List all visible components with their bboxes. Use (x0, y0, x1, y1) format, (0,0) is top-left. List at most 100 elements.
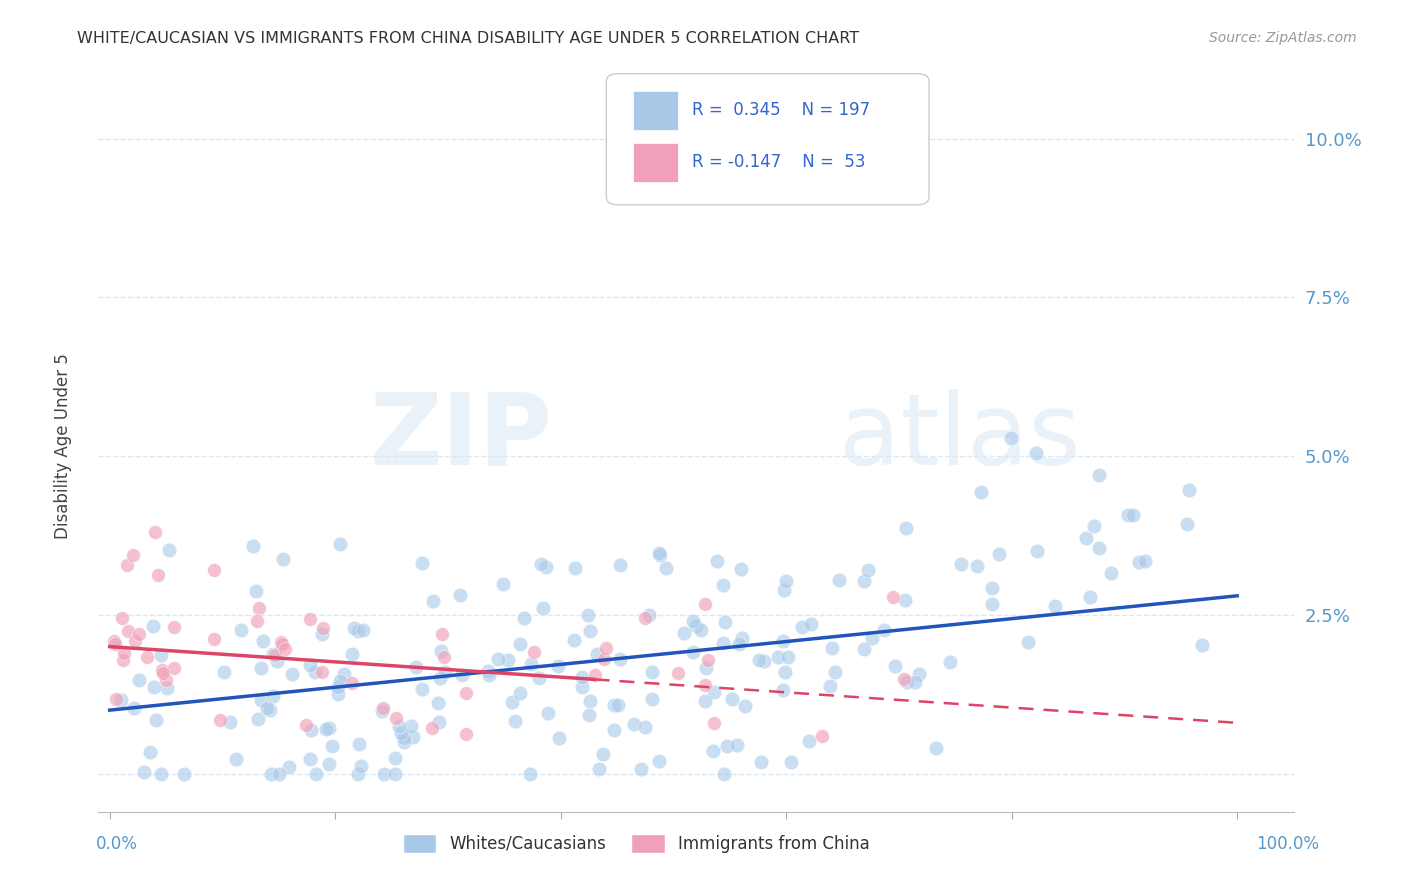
Point (315, 722, 337, 736)
Point (124, 633, 146, 648)
Point (775, 574, 797, 589)
Point (713, 766, 735, 780)
Point (157, 542, 180, 557)
Point (136, 650, 159, 665)
Legend: Whites/Caucasians, Immigrants from China: Whites/Caucasians, Immigrants from China (396, 827, 876, 860)
Point (987, 547, 1010, 561)
Point (595, 641, 617, 656)
Point (578, 694, 600, 708)
Point (450, 667, 472, 681)
Point (509, 637, 531, 651)
Point (143, 680, 166, 694)
Point (579, 624, 602, 638)
Point (384, 750, 406, 764)
Point (411, 682, 433, 697)
Point (128, 673, 150, 687)
Point (342, 676, 364, 690)
Point (734, 699, 756, 714)
Point (682, 645, 704, 659)
Point (711, 578, 734, 592)
Point (695, 597, 717, 611)
Point (155, 673, 177, 687)
Point (429, 672, 451, 686)
Point (1080, 590, 1102, 604)
Point (970, 484, 993, 499)
Point (790, 620, 813, 634)
Point (562, 633, 585, 648)
Point (433, 649, 456, 664)
Point (218, 715, 240, 730)
Point (318, 721, 340, 735)
Point (603, 723, 626, 738)
Point (385, 710, 408, 724)
Point (702, 744, 724, 758)
Point (530, 557, 553, 571)
Point (270, 637, 292, 651)
Point (1043, 599, 1066, 613)
Point (925, 740, 948, 755)
Point (389, 726, 412, 740)
Point (267, 766, 290, 780)
Point (513, 611, 536, 625)
Point (427, 715, 450, 730)
Point (1128, 555, 1150, 569)
Point (150, 648, 173, 662)
Point (713, 615, 735, 629)
Point (564, 561, 586, 575)
Point (259, 703, 281, 717)
Point (824, 665, 846, 680)
Point (299, 657, 322, 672)
Text: R =  0.345    N = 197: R = 0.345 N = 197 (692, 101, 870, 119)
Point (1099, 566, 1122, 580)
Point (588, 763, 610, 777)
Point (711, 636, 734, 650)
Point (754, 654, 776, 668)
Point (716, 739, 738, 753)
Text: ZIP: ZIP (370, 389, 553, 485)
Text: atlas: atlas (839, 389, 1081, 485)
Point (821, 640, 844, 655)
Point (509, 686, 531, 700)
Point (606, 698, 628, 712)
Point (907, 667, 929, 681)
Point (1116, 508, 1139, 523)
Point (776, 649, 799, 664)
Point (433, 665, 456, 679)
Point (430, 644, 453, 658)
Point (278, 760, 301, 774)
Point (583, 667, 606, 681)
Point (273, 641, 295, 656)
Text: 0.0%: 0.0% (96, 835, 138, 853)
Point (1083, 519, 1105, 533)
Point (477, 664, 499, 678)
Point (609, 558, 631, 573)
Point (373, 766, 395, 780)
Point (650, 548, 672, 562)
Point (773, 582, 796, 597)
Point (388, 719, 411, 733)
Point (1087, 541, 1109, 555)
Point (145, 713, 167, 727)
Point (896, 674, 918, 689)
Point (394, 735, 416, 749)
Point (209, 713, 232, 727)
Point (128, 627, 150, 641)
Point (520, 657, 543, 671)
Point (225, 752, 247, 766)
Point (527, 671, 550, 685)
Point (163, 660, 186, 674)
Point (294, 718, 316, 732)
Point (1191, 638, 1213, 652)
Point (853, 574, 876, 588)
FancyBboxPatch shape (633, 144, 678, 182)
Point (534, 560, 557, 574)
Point (132, 765, 155, 780)
Point (623, 717, 645, 731)
Point (1178, 483, 1201, 497)
Point (311, 627, 333, 641)
Point (501, 695, 523, 709)
Point (245, 583, 267, 598)
Point (333, 666, 356, 681)
Point (938, 655, 960, 669)
Point (150, 663, 173, 677)
